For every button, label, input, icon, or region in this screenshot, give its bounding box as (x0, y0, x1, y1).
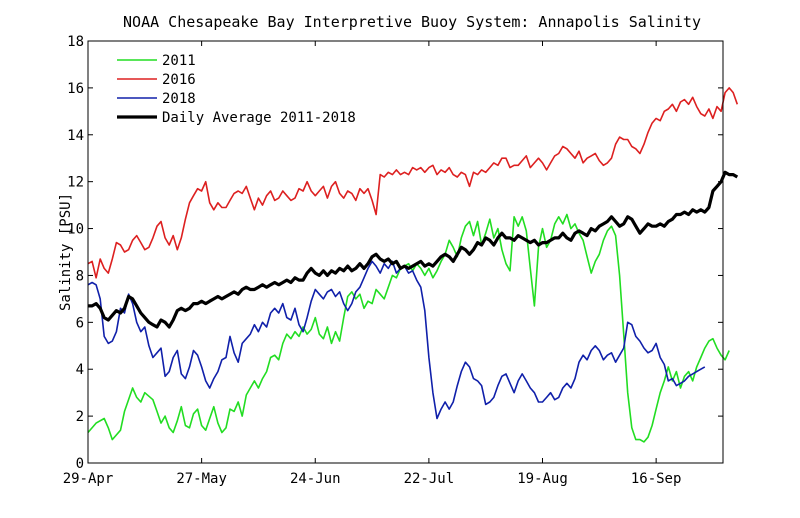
y-tick-label: 8 (76, 268, 84, 284)
y-tick-label: 0 (76, 456, 84, 472)
legend: 2011 2016 2018 Daily Average 2011-2018 (117, 53, 356, 126)
legend-label-1: 2016 (162, 72, 196, 88)
y-tick-label: 14 (67, 128, 84, 144)
y-tick-label: 4 (76, 362, 84, 378)
x-tick-label: 29-Apr (63, 471, 114, 487)
y-tick-label: 2 (76, 409, 84, 425)
y-axis-label: Salinity [PSU] (58, 193, 74, 311)
legend-label-3: Daily Average 2011-2018 (162, 110, 356, 126)
x-tick-label: 27-May (176, 471, 227, 487)
y-tick-label: 12 (67, 175, 84, 191)
chart-title: NOAA Chesapeake Bay Interpretive Buoy Sy… (123, 13, 701, 31)
plot-lines (88, 88, 737, 442)
y-tick-label: 6 (76, 315, 84, 331)
y-tick-label: 16 (67, 81, 84, 97)
legend-label-2: 2018 (162, 91, 196, 107)
x-tick-label: 19-Aug (517, 471, 568, 487)
y-tick-label: 18 (67, 34, 84, 50)
x-tick-label: 22-Jul (404, 471, 455, 487)
x-tick-label: 16-Sep (631, 471, 682, 487)
series-line-3 (88, 172, 737, 327)
x-tick-label: 24-Jun (290, 471, 341, 487)
legend-label-0: 2011 (162, 53, 196, 69)
series-line-2 (88, 261, 705, 418)
